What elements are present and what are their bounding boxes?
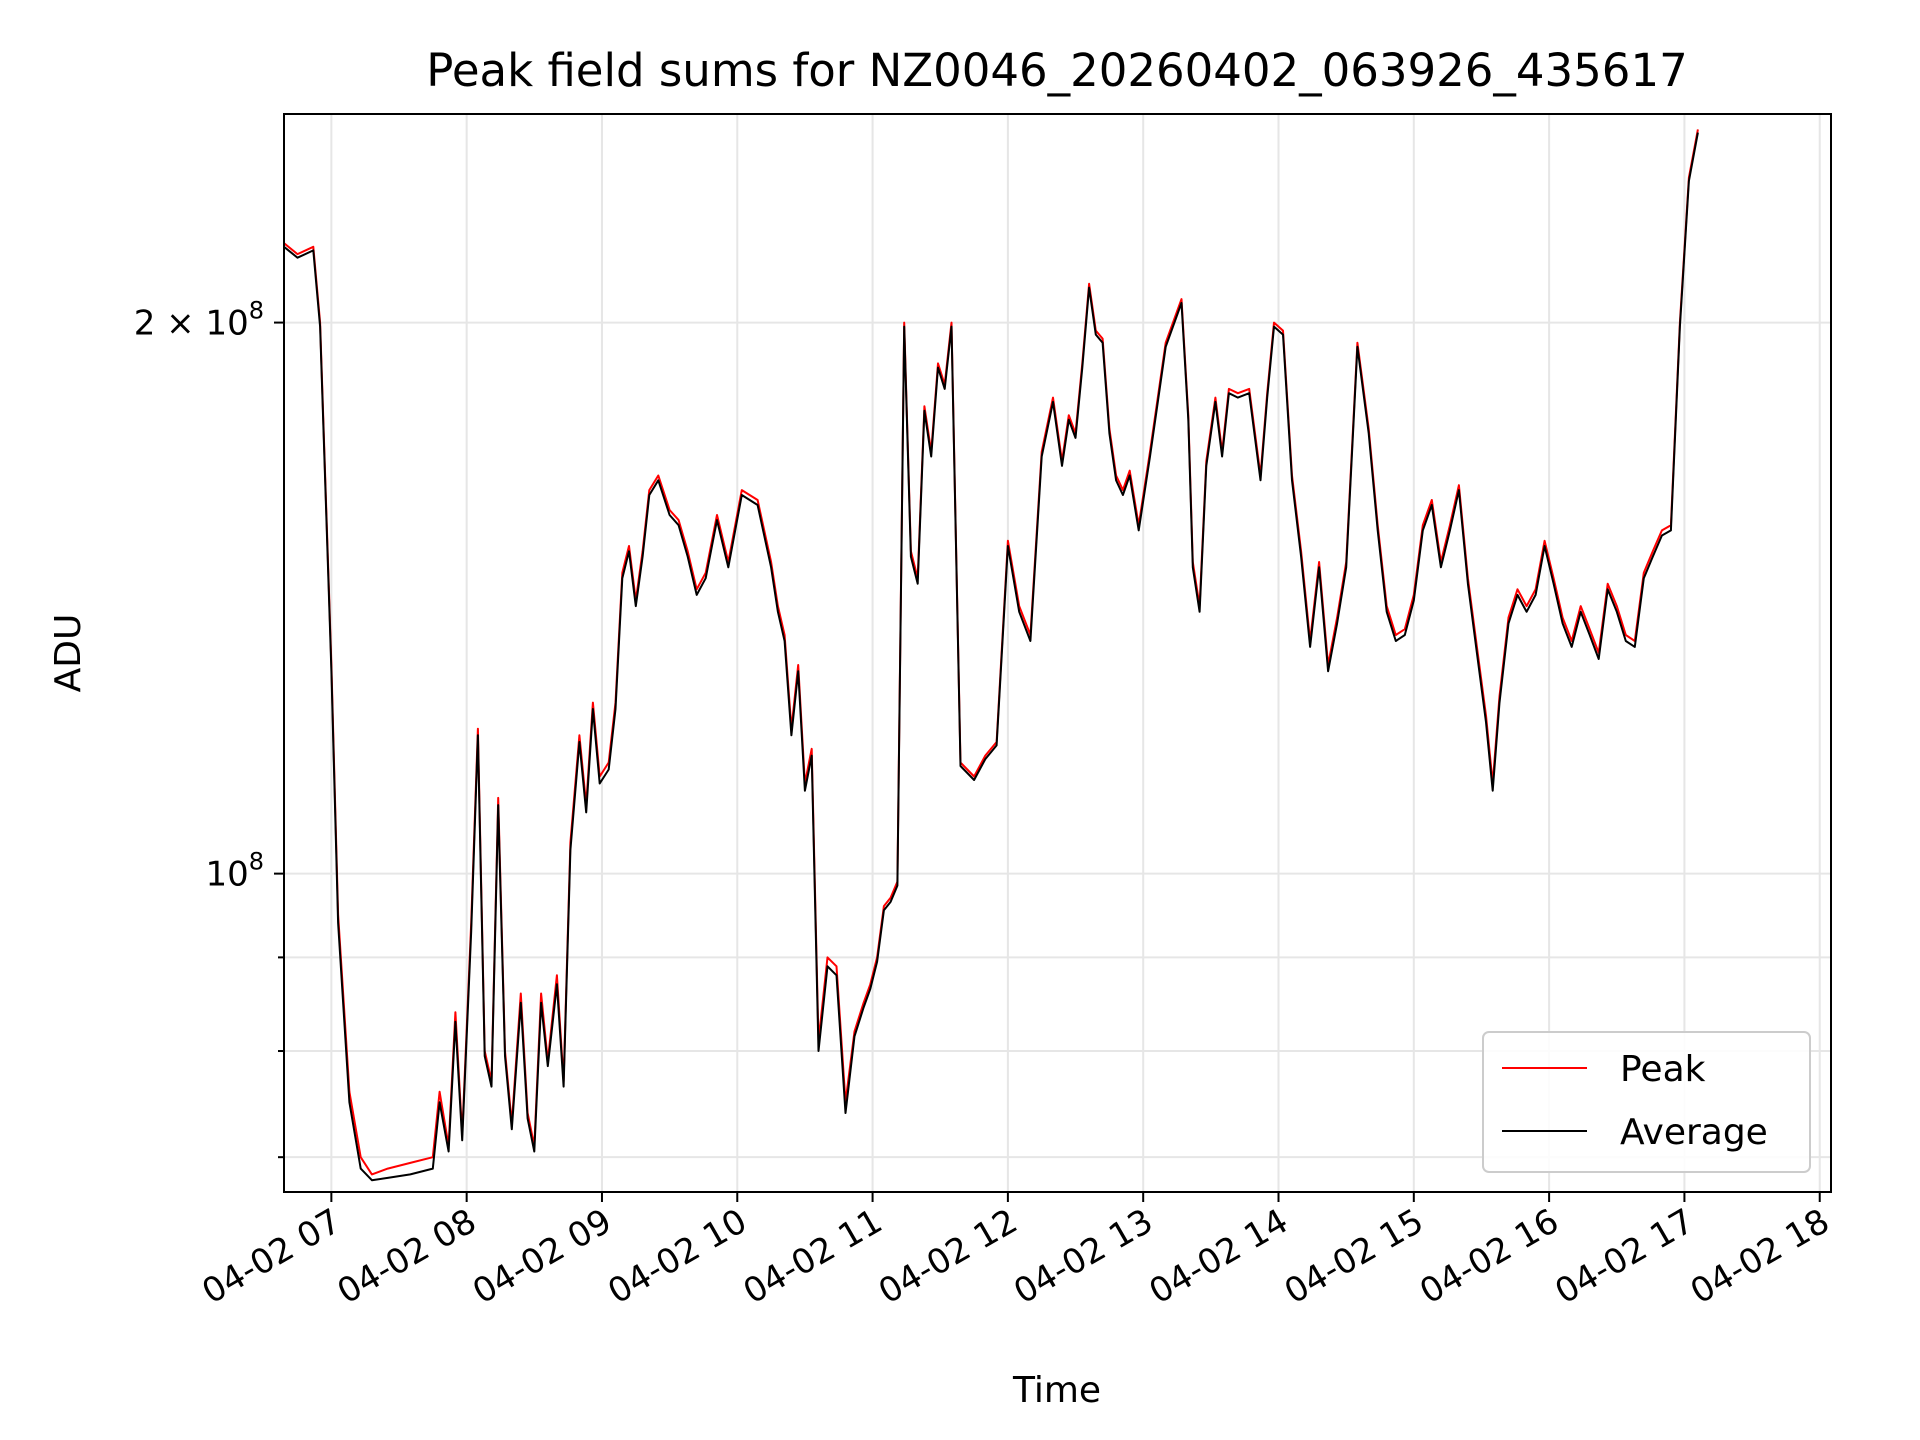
y-tick-label-exponent: 8 [249,297,264,325]
series-line-average [283,132,1699,1182]
plot-area-frame [283,113,1832,1193]
y-tick-label: 108 [205,848,264,895]
chart-title: Peak field sums for NZ0046_20260402_0639… [426,44,1687,97]
x-tick-label: 04-02 14 [1143,1201,1295,1312]
series-lines [283,129,1699,1182]
y-tick-label-exponent: 8 [249,848,264,876]
legend-label-peak: Peak [1620,1049,1706,1090]
x-tick-label: 04-02 10 [601,1201,753,1312]
x-tick-label: 04-02 15 [1278,1201,1430,1312]
x-tick-label: 04-02 16 [1413,1201,1565,1312]
y-tick-label-prefix: 2 × [134,304,206,344]
x-tick-label: 04-02 08 [331,1201,483,1312]
x-tick-label: 04-02 12 [872,1201,1024,1312]
x-tick-label: 04-02 17 [1549,1201,1701,1312]
x-tick-label: 04-02 09 [466,1201,618,1312]
x-tick-label: 04-02 13 [1007,1201,1159,1312]
x-axis-label: Time [1012,1370,1101,1411]
legend: Peak Average [1482,1031,1811,1173]
y-tick-label-base: 10 [205,304,248,344]
x-tick-label: 04-02 18 [1684,1201,1836,1312]
y-axis-label: ADU [48,614,89,693]
y-tick-label: 2 × 108 [134,297,264,344]
y-tick-label-base: 10 [205,855,248,895]
x-tick-label: 04-02 07 [195,1201,347,1312]
x-tick-label: 04-02 11 [737,1201,889,1312]
series-line-peak [283,129,1699,1176]
legend-label-average: Average [1620,1112,1768,1153]
